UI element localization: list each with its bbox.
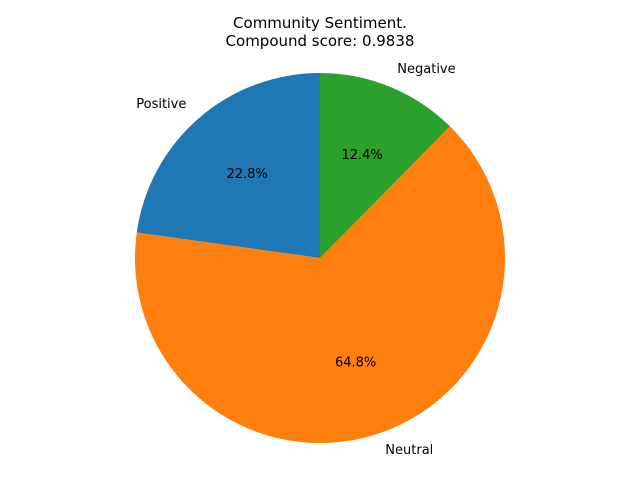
pie-pct-positive: 22.8% (226, 167, 267, 182)
pie-label-negative: Negative (397, 62, 455, 77)
pie-label-positive: Positive (136, 97, 186, 112)
pie-slice-neutral (135, 126, 506, 444)
chart-title: Community Sentiment. (233, 14, 407, 32)
chart-title-block: Community Sentiment. Compound score: 0.9… (0, 14, 640, 50)
pie-label-neutral: Neutral (385, 443, 433, 458)
pie-pct-negative: 12.4% (341, 148, 382, 163)
chart-subtitle: Compound score: 0.9838 (225, 32, 415, 50)
pie-slice-positive (136, 73, 320, 258)
pie-pct-neutral: 64.8% (335, 356, 376, 371)
pie-slice-negative (320, 73, 450, 258)
